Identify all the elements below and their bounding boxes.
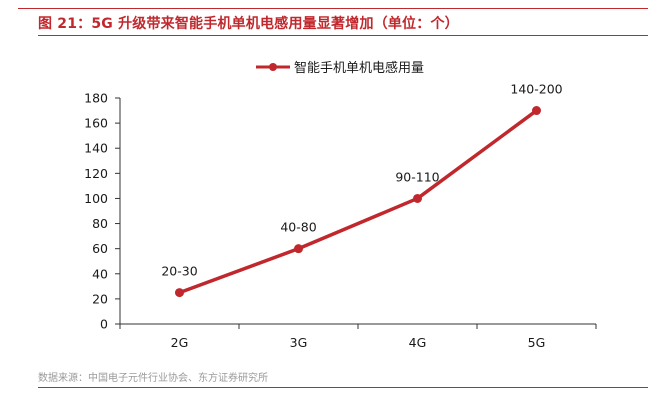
- x-tick-label: 5G: [528, 335, 546, 350]
- series-group: 20-30 40-80 90-110 140-200: [161, 82, 563, 298]
- y-tick-label: 0: [100, 317, 108, 332]
- data-label: 90-110: [395, 169, 439, 184]
- x-tick-group: 2G 3G 4G 5G: [119, 324, 597, 350]
- figure-title: 图 21：5G 升级带来智能手机单机电感用量显著增加（单位：个）: [38, 16, 459, 32]
- y-tick-label: 180: [84, 91, 108, 106]
- series-line: [177, 108, 539, 295]
- y-tick-label: 60: [92, 241, 108, 256]
- data-label: 40-80: [280, 220, 316, 235]
- data-label: 20-30: [161, 264, 197, 279]
- data-point-marker: [294, 244, 303, 254]
- data-point-marker: [175, 288, 184, 298]
- y-tick-label: 160: [84, 116, 108, 131]
- x-tick-label: 2G: [171, 335, 189, 350]
- y-tick-label: 40: [92, 266, 108, 281]
- y-tick-label: 80: [92, 216, 108, 231]
- legend-label: 智能手机单机电感用量: [294, 60, 424, 76]
- y-tick-group: 0 20 40 60 80 100 120 140 160 180: [84, 91, 120, 332]
- data-label: 140-200: [510, 82, 562, 97]
- y-tick-label: 20: [92, 291, 108, 306]
- data-point-marker: [532, 106, 541, 116]
- top-divider: [18, 8, 648, 9]
- legend: 智能手机单机电感用量: [256, 60, 424, 76]
- y-tick-label: 120: [84, 166, 108, 181]
- legend-marker-swatch: [269, 63, 277, 71]
- title-divider: [38, 35, 648, 36]
- data-source: 数据来源：中国电子元件行业协会、东方证券研究所: [38, 373, 268, 384]
- x-tick-label: 4G: [409, 335, 427, 350]
- bottom-divider: [38, 387, 648, 388]
- x-tick-label: 3G: [290, 335, 308, 350]
- y-tick-label: 140: [84, 141, 108, 156]
- y-tick-label: 100: [84, 191, 108, 206]
- data-point-marker: [413, 193, 422, 203]
